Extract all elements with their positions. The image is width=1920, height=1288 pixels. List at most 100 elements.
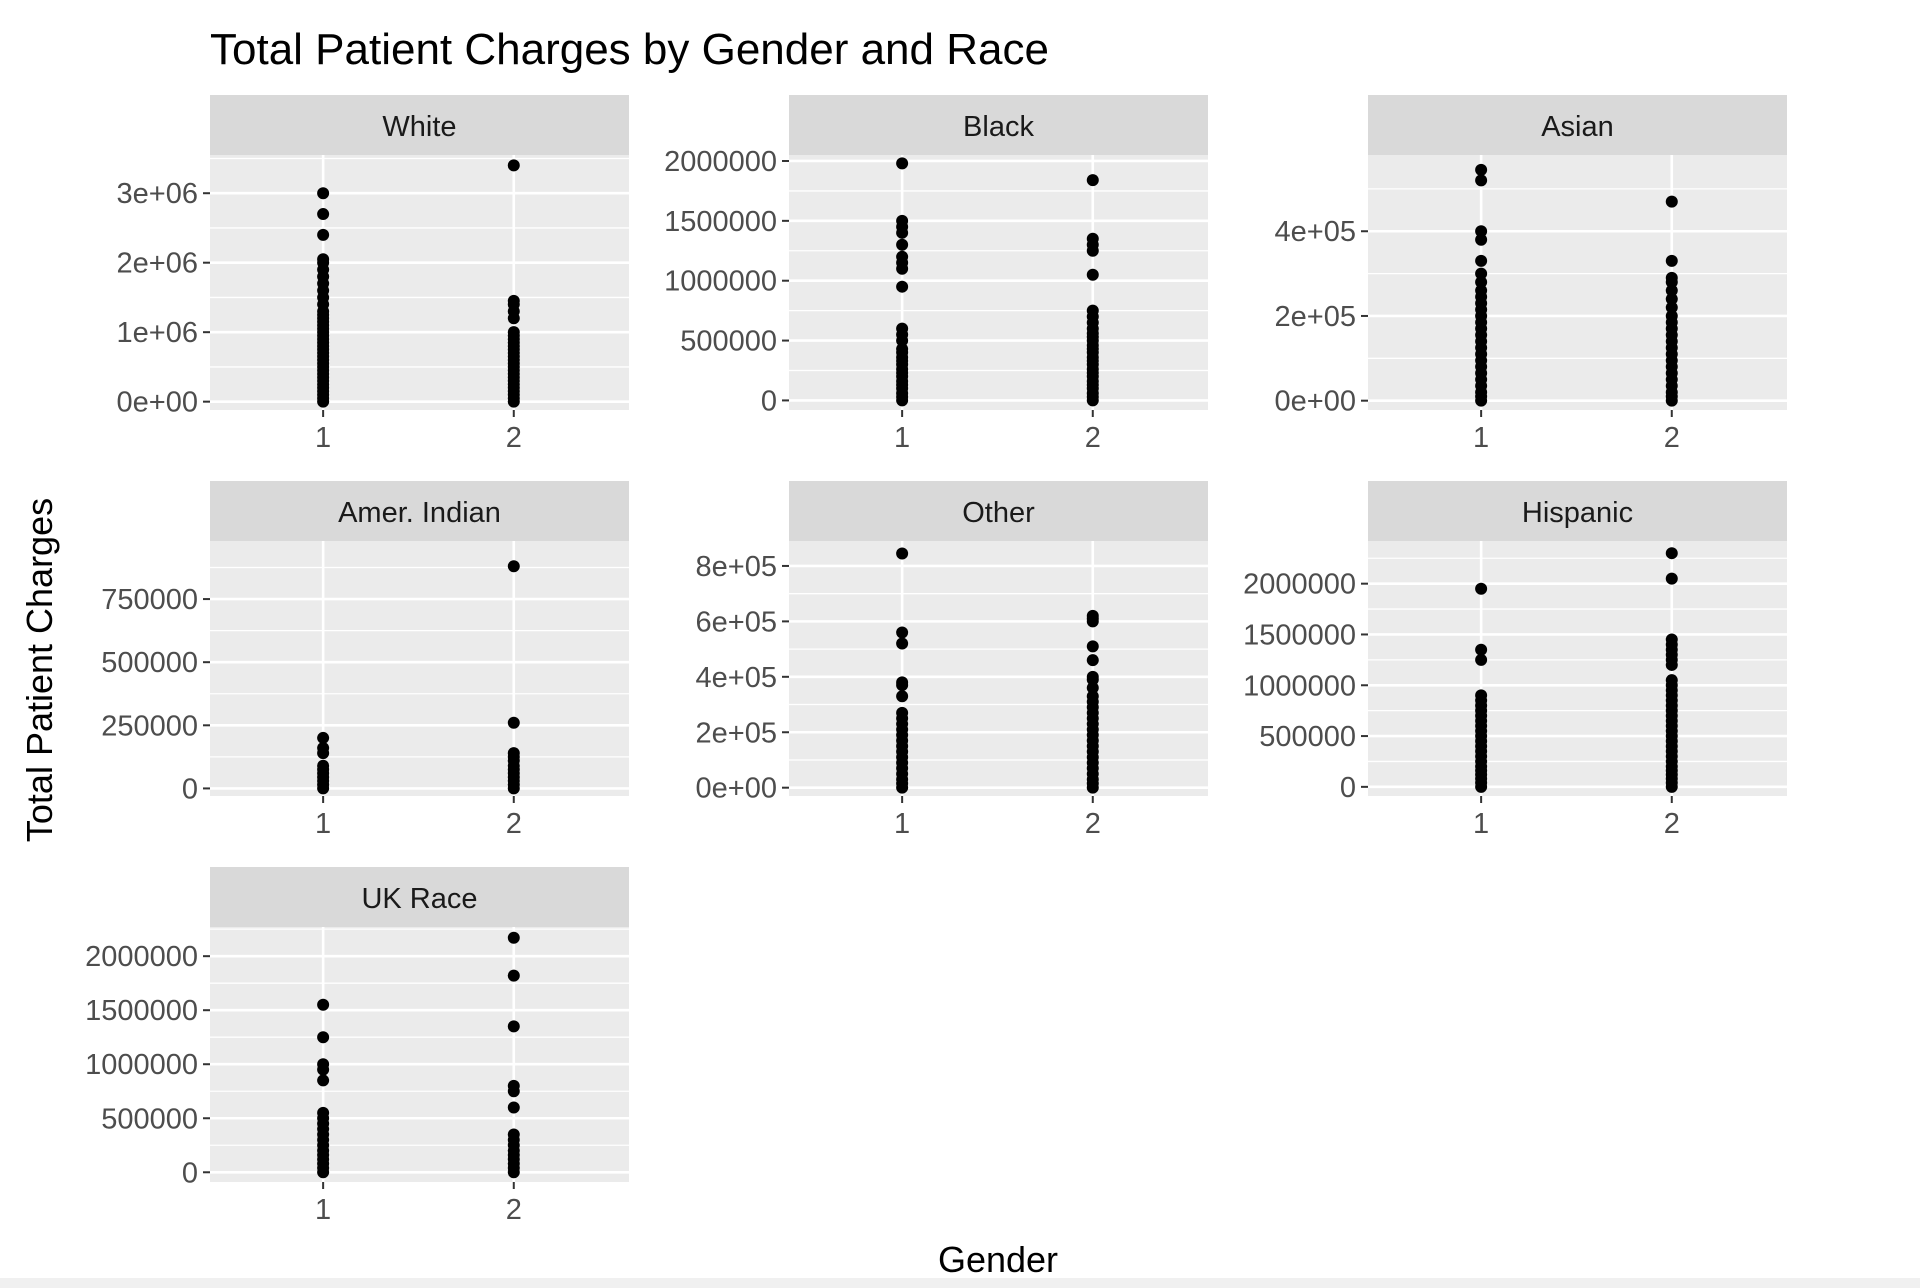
x-tick-label: 1 <box>315 808 331 840</box>
data-point <box>896 706 909 719</box>
y-tick-label: 3e+06 <box>117 178 198 210</box>
data-point <box>1475 163 1488 176</box>
data-point <box>896 157 909 170</box>
data-point <box>1475 276 1488 289</box>
x-tick-label: 1 <box>1473 808 1489 840</box>
data-point <box>1475 582 1488 595</box>
data-point <box>1086 670 1099 683</box>
facet-strip <box>210 481 629 541</box>
data-point <box>896 250 909 263</box>
facet-strip-label: Asian <box>1541 111 1614 143</box>
data-point <box>1665 547 1678 560</box>
data-point <box>1475 267 1488 280</box>
y-tick-label: 1500000 <box>85 995 198 1027</box>
facet-asian: Asian 0e+00 2e+05 4e+05 1 2 <box>1275 95 1787 454</box>
data-point <box>507 931 520 944</box>
facet-strip-label: Amer. Indian <box>338 497 501 529</box>
data-point <box>1475 233 1488 246</box>
data-point <box>1665 195 1678 208</box>
data-point <box>507 716 520 729</box>
data-point <box>507 1101 520 1114</box>
data-point <box>1086 174 1099 187</box>
data-point <box>1086 681 1099 694</box>
y-tick-label: 500000 <box>680 326 777 358</box>
data-point <box>317 998 330 1011</box>
data-point <box>896 637 909 650</box>
data-point <box>317 742 330 755</box>
y-tick-label: 0 <box>182 1157 198 1189</box>
data-point <box>507 1020 520 1033</box>
facet-strip-label: UK Race <box>361 883 477 915</box>
data-point <box>507 326 520 339</box>
facet-black: Black 0 500000 1000000 1500000 2000000 1 2 <box>664 95 1208 454</box>
y-tick-label: 2e+05 <box>1275 301 1356 333</box>
data-point <box>317 187 330 200</box>
data-point <box>1086 654 1099 667</box>
y-tick-label: 1500000 <box>664 206 777 238</box>
data-point <box>896 676 909 689</box>
data-point <box>317 1058 330 1071</box>
facet-strip-label: Black <box>963 111 1034 143</box>
data-point <box>1665 271 1678 284</box>
y-tick-label: 2000000 <box>664 146 777 178</box>
data-point <box>317 208 330 221</box>
data-point <box>317 1074 330 1087</box>
chart-title: Total Patient Charges by Gender and Race <box>210 25 1049 74</box>
data-point <box>1086 232 1099 245</box>
data-point <box>317 731 330 744</box>
facet-hispanic: Hispanic 0 500000 1000000 1500000 2000000 1 2 <box>1243 481 1787 840</box>
x-tick-label: 1 <box>894 808 910 840</box>
facet-other: Other 0e+00 2e+05 4e+05 6e+05 8e+05 1 2 <box>696 481 1208 840</box>
x-axis-title: Gender <box>938 1239 1058 1278</box>
facet-strip-label: Hispanic <box>1522 497 1633 529</box>
y-tick-label: 0e+00 <box>1275 386 1356 418</box>
data-point <box>896 214 909 227</box>
y-tick-label: 2e+06 <box>117 248 198 280</box>
facet-strip <box>1368 481 1787 541</box>
y-tick-label: 1e+06 <box>117 317 198 349</box>
facet-panel-background <box>1368 541 1787 796</box>
x-tick-label: 1 <box>315 1194 331 1226</box>
y-tick-label: 1000000 <box>664 266 777 298</box>
y-axis-title: Total Patient Charges <box>19 498 60 842</box>
x-tick-label: 2 <box>1664 808 1680 840</box>
facet-strip <box>789 95 1208 155</box>
data-point <box>1665 309 1678 322</box>
facet-strip <box>789 481 1208 541</box>
data-point <box>1475 174 1488 187</box>
facet-amer-indian: Amer. Indian 0 250000 500000 750000 1 2 <box>101 481 629 840</box>
y-tick-label: 1000000 <box>85 1049 198 1081</box>
data-point <box>317 1106 330 1119</box>
data-point <box>1475 653 1488 666</box>
data-point <box>1475 643 1488 656</box>
data-point <box>1475 225 1488 238</box>
data-point <box>1665 254 1678 267</box>
facet-strip-label: Other <box>962 497 1035 529</box>
y-tick-label: 500000 <box>1259 721 1356 753</box>
facet-panel-background <box>210 541 629 796</box>
data-point <box>507 969 520 982</box>
y-tick-label: 6e+05 <box>696 606 777 638</box>
y-tick-label: 4e+05 <box>696 662 777 694</box>
facet-strip-label: White <box>382 111 456 143</box>
x-tick-label: 1 <box>894 422 910 454</box>
data-point <box>317 759 330 772</box>
facet-panels: White 0e+00 1e+06 2e+06 3e+06 1 2 Black 0 500000 1… <box>85 95 1787 1226</box>
y-tick-label: 0e+00 <box>117 387 198 419</box>
y-tick-label: 0 <box>182 773 198 805</box>
y-tick-label: 4e+05 <box>1275 216 1356 248</box>
y-tick-label: 2000000 <box>1243 569 1356 601</box>
x-tick-label: 2 <box>506 808 522 840</box>
y-tick-label: 250000 <box>101 710 198 742</box>
data-point <box>896 626 909 639</box>
data-point <box>896 547 909 560</box>
data-point <box>1086 304 1099 317</box>
data-point <box>1086 268 1099 281</box>
data-point <box>1086 640 1099 653</box>
x-tick-label: 2 <box>1664 422 1680 454</box>
data-point <box>1665 572 1678 585</box>
data-point <box>1665 633 1678 646</box>
data-point <box>507 294 520 307</box>
facet-panel-background <box>789 541 1208 796</box>
data-point <box>507 1079 520 1092</box>
